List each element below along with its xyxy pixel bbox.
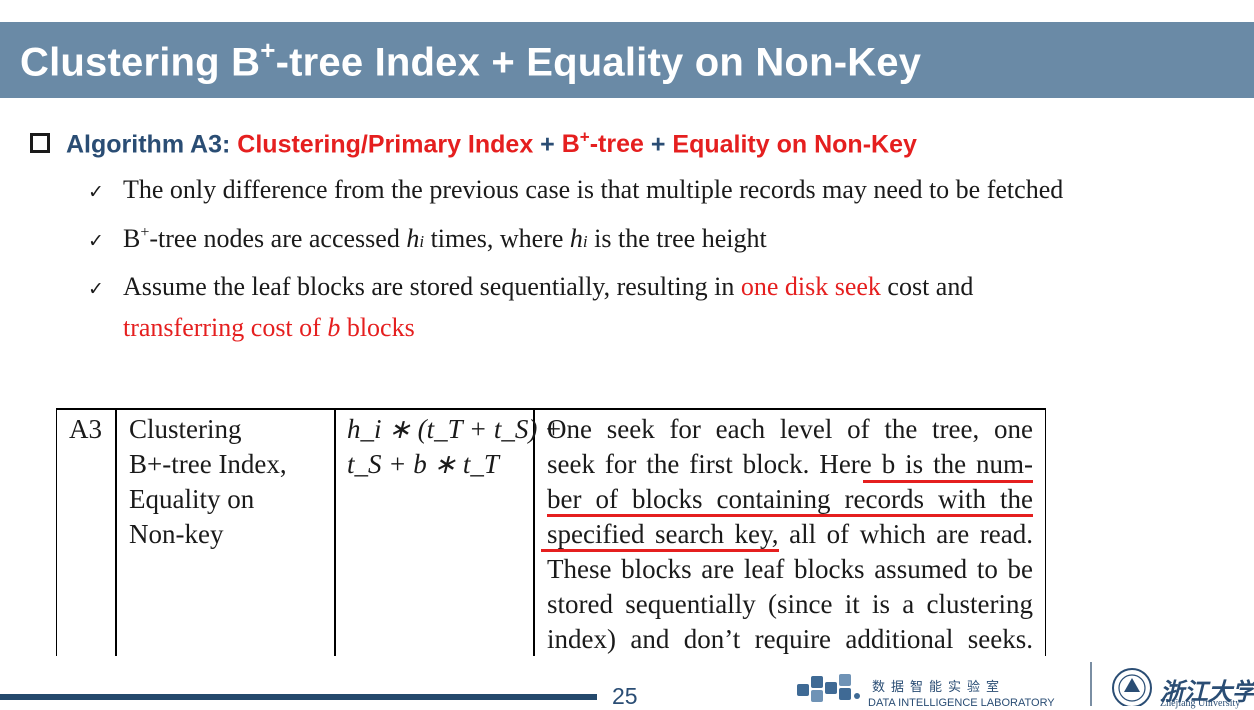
algorithm-label: Algorithm A3: [66, 130, 238, 159]
checkmark-icon: ✓ [88, 230, 104, 252]
algorithm-heading: Algorithm A3: Clustering/Primary Index +… [30, 128, 917, 159]
table-divider [533, 410, 535, 656]
table-cell-cost: h_i ∗ (t_T + t_S) + t_S + b ∗ t_T [347, 414, 563, 479]
slide-title: Clustering B+-tree Index + Equality on N… [20, 35, 922, 85]
footer-divider [1090, 662, 1092, 706]
highlight-disk-seek: one disk seek [740, 272, 881, 301]
square-bullet-icon [30, 133, 50, 154]
page-number: 25 [612, 683, 638, 709]
bullet-item: ✓ Assume the leaf blocks are stored seque… [88, 272, 974, 301]
algorithm-part-equality: Equality on Non-Key [672, 130, 917, 159]
algorithm-part-btree: B+-tree [561, 128, 644, 159]
checkmark-icon: ✓ [88, 181, 104, 203]
lab-name-cn: 数据智能实验室 [872, 680, 1006, 695]
table-cell-reason: One seek for each level of the tree, one… [547, 414, 1033, 654]
table-cell-id: A3 [69, 414, 102, 444]
university-seal-icon [1112, 668, 1152, 706]
bullet-continuation: transferring cost of b blocks [123, 313, 415, 342]
checkmark-icon: ✓ [88, 278, 104, 300]
red-underline [863, 480, 1033, 483]
algorithm-part-index: Clustering/Primary Index [237, 130, 534, 159]
footer-bar [0, 694, 597, 700]
cost-table-excerpt: A3 Clustering B+-tree Index, Equality on… [56, 408, 1046, 656]
red-underline [541, 549, 779, 552]
red-underline [547, 514, 1033, 517]
bullet-item: ✓ The only difference from the previous c… [88, 175, 1064, 204]
university-name-en: Zhejiang University [1160, 698, 1241, 709]
university-name-cn: 浙江大学 [1160, 677, 1254, 706]
bullet-item: ✓ B+-tree nodes are accessed hi times, wh… [88, 224, 767, 253]
table-divider [334, 410, 336, 656]
table-cell-name: Clustering B+-tree Index, Equality on No… [129, 414, 287, 549]
table-divider [115, 410, 117, 656]
lab-logo-icon [797, 674, 860, 702]
title-bar: Clustering B+-tree Index + Equality on N… [0, 22, 1254, 98]
lab-name-en: DATA INTELLIGENCE LABORATORY [868, 697, 1055, 709]
